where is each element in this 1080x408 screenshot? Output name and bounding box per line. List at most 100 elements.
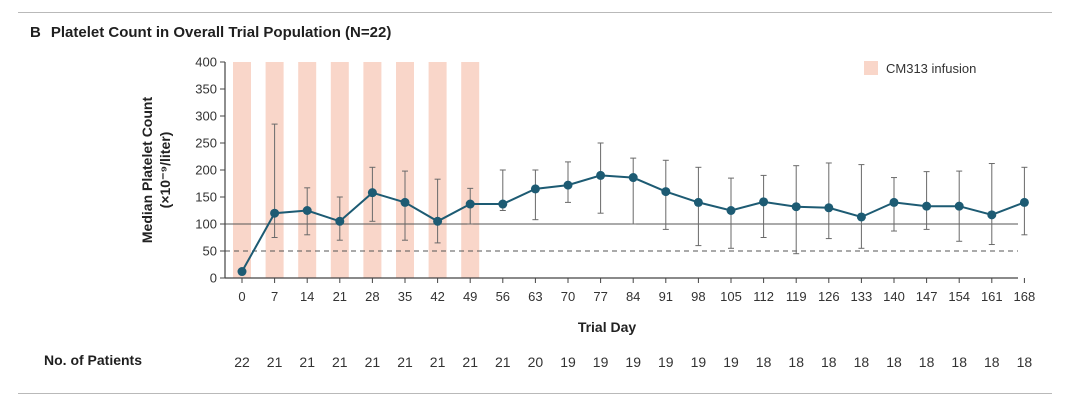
y-tick-label-300: 300 bbox=[195, 109, 217, 124]
median-point-day-21 bbox=[335, 216, 345, 226]
median-point-day-63 bbox=[530, 184, 540, 194]
median-point-day-112 bbox=[759, 197, 769, 207]
y-tick-label-0: 0 bbox=[210, 271, 217, 286]
median-point-day-77 bbox=[596, 170, 606, 180]
patient-count-day-105: 19 bbox=[723, 354, 739, 370]
x-tick-label-7: 7 bbox=[271, 289, 278, 304]
infusion-band-day-49 bbox=[461, 62, 480, 278]
panel-title-text: Platelet Count in Overall Trial Populati… bbox=[50, 24, 392, 41]
x-tick-label-77: 77 bbox=[593, 289, 607, 304]
x-tick-label-147: 147 bbox=[916, 289, 938, 304]
x-tick-label-42: 42 bbox=[430, 289, 444, 304]
y-tick-label-400: 400 bbox=[195, 55, 217, 70]
x-tick-label-91: 91 bbox=[659, 289, 673, 304]
patient-count-day-126: 18 bbox=[821, 354, 837, 370]
infusion-band-day-35 bbox=[396, 62, 414, 278]
median-point-day-84 bbox=[628, 173, 638, 183]
x-tick-label-63: 63 bbox=[528, 289, 542, 304]
y-tick-label-200: 200 bbox=[195, 163, 217, 178]
x-tick-label-14: 14 bbox=[300, 289, 314, 304]
patient-count-day-35: 21 bbox=[397, 354, 413, 370]
axes: 0 50 100 150 200 250 300 350 400 0 7 14 21 28 35 42 49 56… bbox=[195, 55, 1035, 305]
patient-count-day-112: 18 bbox=[756, 354, 772, 370]
patient-count-day-91: 19 bbox=[658, 354, 674, 370]
y-axis-title-line2: (×10⁻⁹/liter) bbox=[157, 132, 173, 209]
infusion-band-day-21 bbox=[330, 62, 349, 278]
median-point-day-126 bbox=[824, 203, 834, 213]
x-tick-label-105: 105 bbox=[720, 289, 742, 304]
median-point-day-147 bbox=[922, 201, 932, 211]
x-tick-label-154: 154 bbox=[948, 289, 970, 304]
patient-count-day-0: 22 bbox=[234, 354, 250, 370]
legend-label: CM313 infusion bbox=[886, 61, 976, 76]
x-tick-label-35: 35 bbox=[398, 289, 412, 304]
legend: CM313 infusion bbox=[864, 61, 976, 76]
patient-count-day-147: 18 bbox=[919, 354, 935, 370]
patient-count-day-140: 18 bbox=[886, 354, 902, 370]
x-tick-label-133: 133 bbox=[851, 289, 873, 304]
patient-count-day-21: 21 bbox=[332, 354, 348, 370]
median-point-day-28 bbox=[367, 188, 377, 198]
x-tick-label-98: 98 bbox=[691, 289, 705, 304]
x-tick-label-112: 112 bbox=[753, 289, 774, 304]
median-point-day-168 bbox=[1019, 197, 1029, 207]
patient-count-day-56: 21 bbox=[495, 354, 511, 370]
infusion-band-day-0 bbox=[233, 62, 251, 278]
median-point-day-105 bbox=[726, 206, 736, 215]
figure-frame bbox=[18, 12, 1052, 394]
median-point-day-56 bbox=[498, 199, 508, 209]
median-point-day-140 bbox=[889, 197, 899, 207]
patient-count-day-70: 19 bbox=[560, 354, 576, 370]
x-axis-title: Trial Day bbox=[578, 319, 637, 335]
patient-count-day-14: 21 bbox=[299, 354, 315, 370]
median-point-day-7 bbox=[270, 208, 280, 218]
x-tick-label-140: 140 bbox=[883, 289, 905, 304]
median-point-day-35 bbox=[400, 197, 410, 207]
x-tick-label-56: 56 bbox=[496, 289, 510, 304]
error-bars bbox=[239, 123, 1028, 275]
y-tick-label-100: 100 bbox=[195, 217, 217, 232]
median-point-day-91 bbox=[661, 187, 671, 197]
x-tick-label-49: 49 bbox=[463, 289, 477, 304]
infusion-band-day-42 bbox=[428, 62, 447, 278]
legend-swatch bbox=[864, 61, 878, 75]
patient-count-day-84: 19 bbox=[625, 354, 641, 370]
x-tick-label-21: 21 bbox=[333, 289, 347, 304]
median-point-day-42 bbox=[433, 216, 443, 226]
patient-count-day-119: 18 bbox=[788, 354, 804, 370]
median-point-day-161 bbox=[987, 210, 997, 220]
x-tick-label-161: 161 bbox=[981, 289, 1003, 304]
y-tick-label-50: 50 bbox=[203, 244, 217, 259]
patient-count-day-154: 18 bbox=[951, 354, 967, 370]
y-tick-label-250: 250 bbox=[195, 136, 217, 151]
patient-count-day-168: 18 bbox=[1017, 354, 1033, 370]
median-series bbox=[237, 170, 1029, 277]
infusion-bands bbox=[233, 62, 480, 278]
patient-count-day-98: 19 bbox=[691, 354, 707, 370]
infusion-band-day-14 bbox=[298, 62, 317, 278]
x-tick-label-70: 70 bbox=[561, 289, 575, 304]
median-point-day-119 bbox=[791, 202, 801, 212]
patient-count-day-133: 18 bbox=[854, 354, 870, 370]
median-point-day-154 bbox=[954, 201, 964, 211]
patient-count-day-77: 19 bbox=[593, 354, 609, 370]
patient-count-day-49: 21 bbox=[462, 354, 478, 370]
y-tick-label-350: 350 bbox=[195, 82, 217, 97]
patient-count-day-7: 21 bbox=[267, 354, 283, 370]
patient-count-day-42: 21 bbox=[430, 354, 446, 370]
reference-lines bbox=[225, 223, 1018, 252]
panel-letter: B bbox=[30, 24, 41, 41]
y-axis-title-line1: Median Platelet Count bbox=[139, 97, 155, 244]
median-point-day-49 bbox=[465, 199, 475, 209]
patient-count-day-161: 18 bbox=[984, 354, 1000, 370]
patient-count-day-63: 20 bbox=[528, 354, 544, 370]
y-tick-label-150: 150 bbox=[195, 190, 217, 205]
patient-count-day-28: 21 bbox=[365, 354, 381, 370]
median-point-day-98 bbox=[693, 197, 703, 207]
x-tick-label-0: 0 bbox=[238, 289, 245, 304]
x-tick-label-168: 168 bbox=[1014, 289, 1036, 304]
panel-title: B Platelet Count in Overall Trial Populat… bbox=[30, 24, 391, 41]
x-tick-label-84: 84 bbox=[626, 289, 640, 304]
median-point-day-0 bbox=[237, 267, 247, 277]
